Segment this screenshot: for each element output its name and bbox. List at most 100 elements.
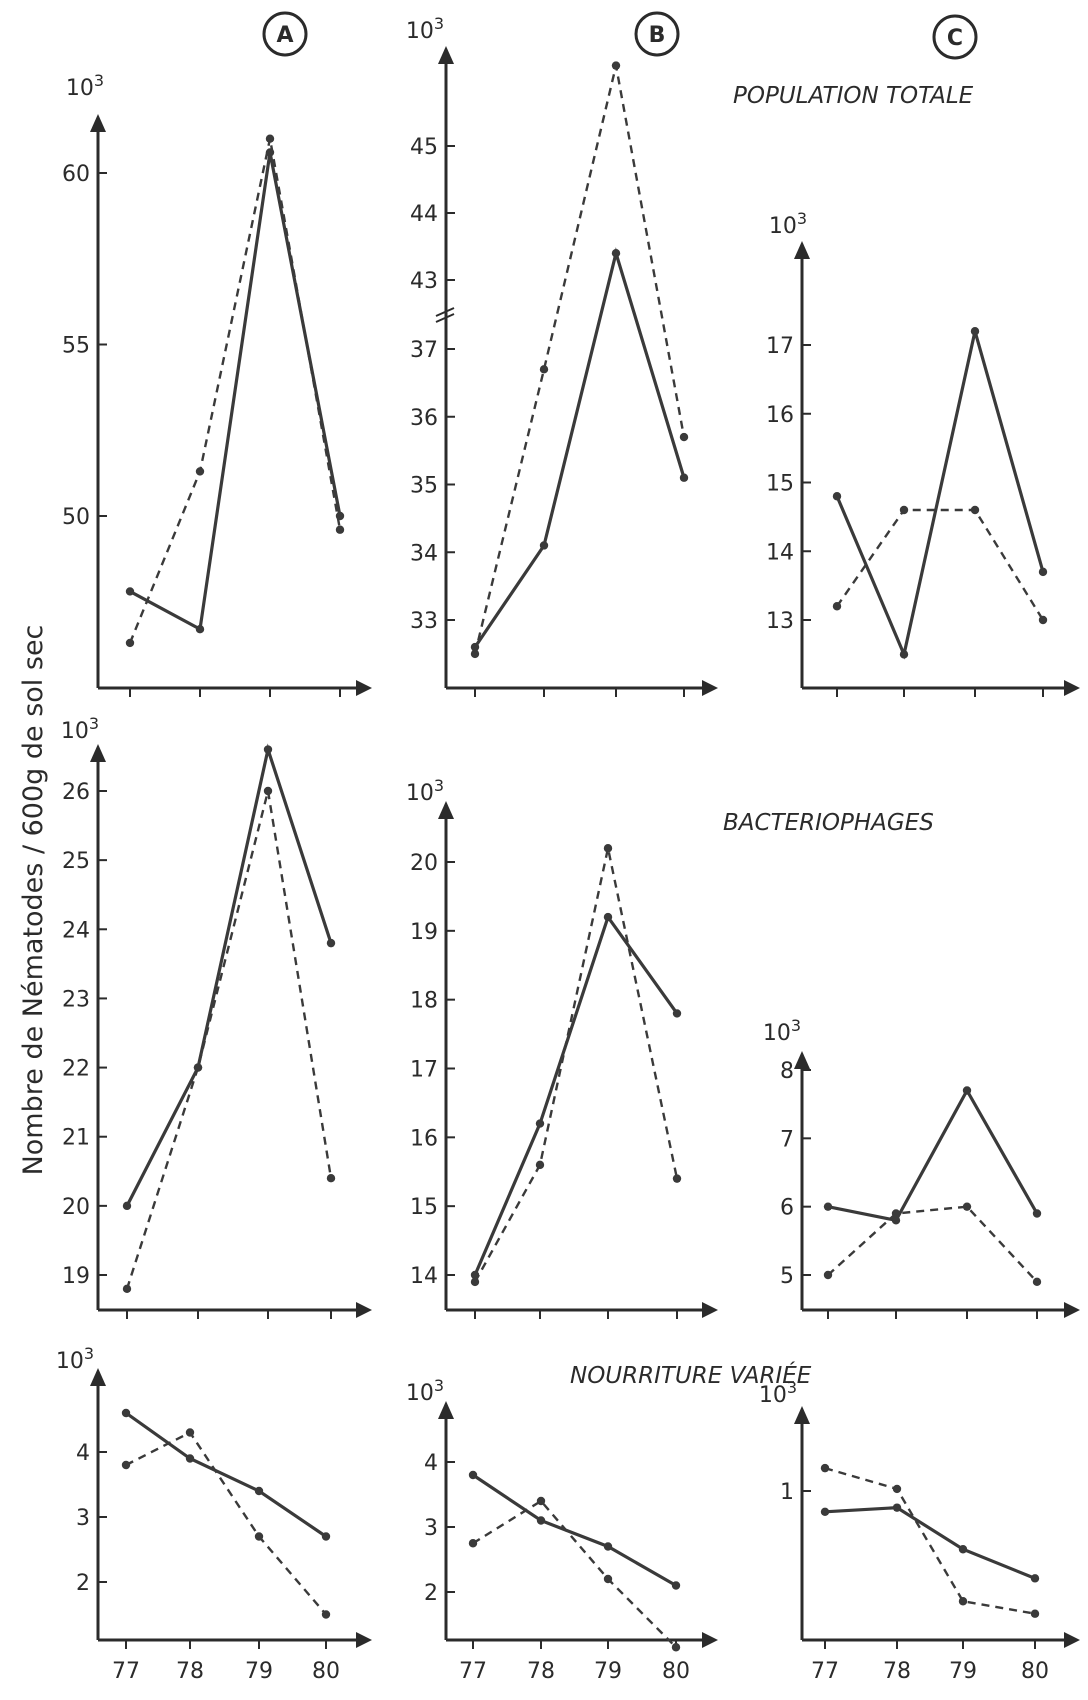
data-point-solid: [603, 912, 613, 922]
x-axis-arrow: [356, 1632, 372, 1648]
panel-6: 103 5 6 7 8: [763, 1016, 1080, 1319]
data-point-solid: [823, 1202, 833, 1211]
data-point-dashed: [321, 1610, 331, 1619]
axis-exponent-label: 103: [769, 209, 807, 239]
y-tick-label: 50: [62, 505, 90, 530]
axis-exponent-label: 103: [61, 714, 99, 744]
data-point-solid: [539, 541, 549, 550]
data-point-dashed: [185, 1428, 195, 1437]
x-tick-label: 80: [312, 1659, 340, 1684]
y-tick-label: 44: [410, 202, 438, 227]
data-point-solid: [122, 1201, 132, 1211]
section-title-nourriture-variee: NOURRITURE VARIÉE: [570, 1361, 812, 1389]
data-point-dashed: [193, 1063, 203, 1072]
series-line-solid: [827, 1087, 1039, 1223]
data-point-solid: [254, 1486, 264, 1496]
x-tick-label: 77: [459, 1659, 487, 1684]
data-point-solid: [611, 249, 621, 258]
y-axis-arrow: [438, 1401, 454, 1419]
data-point-dashed: [326, 1174, 336, 1183]
y-tick-label: 35: [410, 474, 438, 499]
x-axis-arrow: [702, 1302, 718, 1318]
y-tick-label: 8: [780, 1059, 794, 1084]
data-point-dashed: [122, 1284, 132, 1294]
data-point-solid: [1032, 1209, 1042, 1218]
data-point-solid: [326, 938, 336, 948]
column-b-circle: [634, 11, 680, 57]
y-tick-label: 4: [76, 1441, 90, 1466]
y-tick-label: 19: [62, 1264, 90, 1289]
series-line-solid: [125, 743, 333, 1207]
data-point-dashed: [1038, 615, 1048, 625]
data-point-dashed: [263, 786, 273, 796]
y-tick-label: 45: [410, 135, 438, 160]
y-tick-label: 36: [410, 406, 438, 431]
data-point-solid: [321, 1532, 331, 1541]
data-point-solid: [536, 1516, 546, 1525]
data-point-dashed: [535, 1160, 545, 1170]
data-point-dashed: [671, 1643, 681, 1652]
series-line-dashed: [827, 1205, 1038, 1283]
section-title-bacteriophages: BACTERIOPHAGES: [723, 810, 934, 836]
x-tick-label: 78: [883, 1659, 911, 1684]
data-point-solid: [892, 1503, 902, 1512]
series-line-solid: [473, 913, 679, 1276]
series-line-dashed: [473, 847, 679, 1283]
y-axis-arrow: [90, 744, 106, 762]
x-axis-arrow: [1064, 680, 1080, 696]
data-point-dashed: [335, 525, 345, 534]
series-line-solid: [125, 1411, 327, 1538]
series-line-solid: [824, 1506, 1036, 1580]
y-tick-label: 7: [780, 1127, 794, 1152]
data-point-solid: [672, 1009, 682, 1018]
data-point-dashed: [1030, 1609, 1040, 1618]
data-point-dashed: [265, 134, 275, 143]
y-axis-label: Nombre de Nématodes / 600g de sol sec: [18, 625, 49, 1176]
y-tick-label: 2: [76, 1571, 90, 1596]
x-tick-label: 77: [811, 1659, 839, 1684]
y-tick-label: 20: [410, 851, 438, 876]
data-point-dashed: [470, 649, 480, 659]
panel-3: 103 13 14 15 16 17: [766, 209, 1080, 697]
data-point-solid: [535, 1119, 545, 1128]
y-axis-arrow: [90, 1368, 106, 1386]
axis-exponent-sup: 3: [797, 209, 807, 228]
axis-break-mark: [435, 307, 455, 317]
data-point-solid: [468, 1470, 478, 1480]
data-point-dashed: [962, 1202, 972, 1211]
axis-exponent-label: 103: [56, 1344, 94, 1374]
y-tick-label: 21: [62, 1126, 90, 1151]
y-axis-arrow: [794, 1406, 810, 1424]
data-point-solid: [263, 745, 273, 754]
data-point-dashed: [832, 602, 842, 611]
data-point-dashed: [121, 1460, 131, 1470]
x-axis-arrow: [1064, 1632, 1080, 1648]
y-axis-arrow: [438, 46, 454, 64]
y-tick-label: 15: [766, 472, 794, 497]
data-point-solid: [1030, 1574, 1040, 1583]
x-axis-arrow: [702, 680, 718, 696]
data-point-solid: [962, 1086, 972, 1095]
axis-exponent-sup: 3: [94, 71, 104, 90]
data-point-solid: [125, 587, 135, 596]
data-point-dashed: [125, 638, 135, 648]
data-point-dashed: [820, 1463, 830, 1473]
x-tick-label: 78: [527, 1659, 555, 1684]
y-tick-label: 33: [410, 609, 438, 634]
y-tick-label: 22: [62, 1057, 90, 1082]
y-tick-label: 18: [410, 989, 438, 1014]
data-point-dashed: [823, 1270, 833, 1280]
y-tick-label: 14: [766, 540, 794, 565]
panel-4: 103 19 20 21 22 23 24 25 26: [61, 714, 372, 1319]
data-point-solid: [899, 650, 909, 659]
data-point-dashed: [679, 432, 689, 442]
axis-exponent-sup: 3: [84, 1344, 94, 1363]
x-tick-label: 79: [594, 1659, 622, 1684]
y-tick-label: 5: [780, 1264, 794, 1289]
data-point-solid: [832, 492, 842, 501]
axis-exponent-label: 103: [406, 776, 444, 806]
data-point-solid: [891, 1216, 901, 1225]
series-line-dashed: [125, 1430, 327, 1616]
panel-5: 103 14 15 16 17 18 19 20: [406, 776, 718, 1319]
